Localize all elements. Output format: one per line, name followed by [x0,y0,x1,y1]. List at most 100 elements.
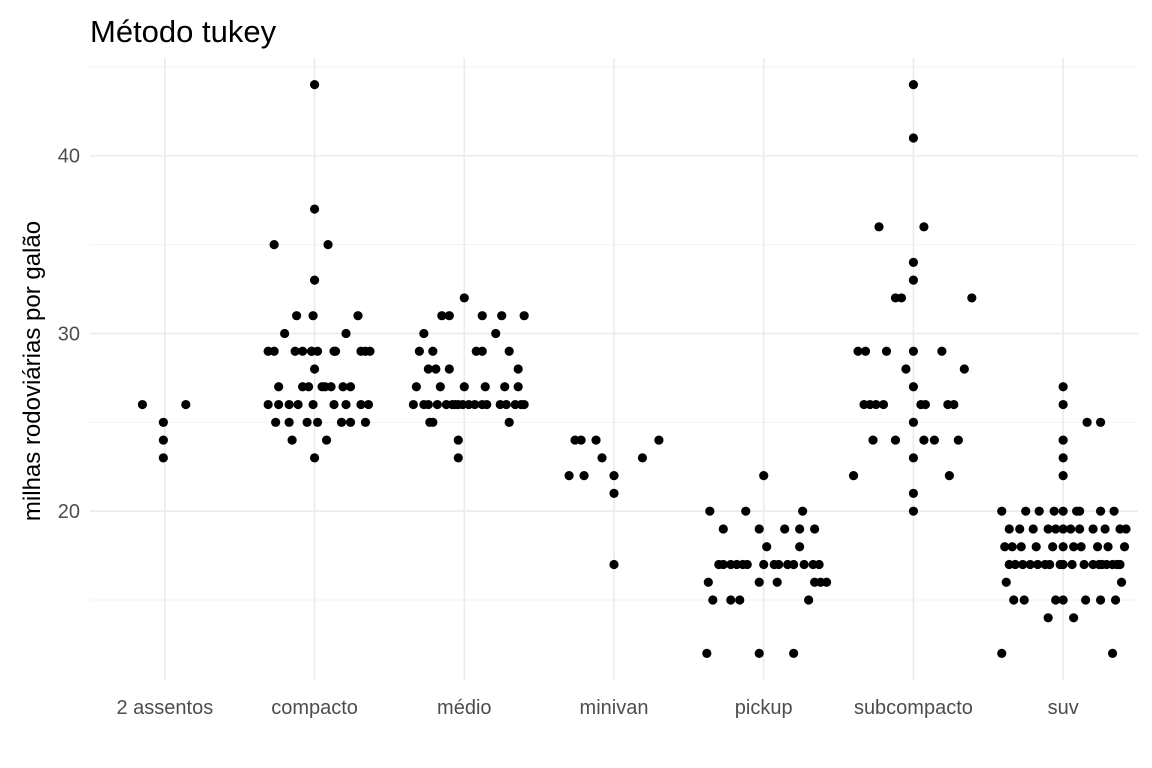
data-point [810,524,820,534]
data-point [735,595,745,605]
data-point [1009,595,1019,605]
x-tick-label: compacto [271,697,358,719]
data-point [579,471,589,481]
data-point [1045,559,1055,570]
data-point [432,399,442,410]
data-point [848,471,859,481]
data-point [703,577,713,587]
data-point [949,399,959,410]
data-point [1075,506,1085,516]
data-point [1051,595,1061,605]
data-point [871,399,881,410]
data-point [920,399,931,410]
data-point [780,524,790,534]
data-point [338,382,348,392]
data-point [953,435,963,445]
data-point [959,364,969,374]
data-point [1028,524,1038,534]
data-point [609,559,619,570]
data-point [1069,613,1079,623]
data-point [158,417,168,427]
data-point [274,399,284,410]
data-point [269,240,279,250]
data-point [967,293,977,303]
data-point [284,399,294,410]
data-point [609,471,619,481]
data-point [908,257,919,267]
data-point [718,559,728,570]
data-point [500,382,510,392]
data-point [637,453,648,463]
data-point [576,435,586,445]
data-point [929,435,939,445]
data-point [459,293,469,303]
data-point [908,80,919,90]
data-point [798,506,808,516]
data-point [1043,524,1053,534]
data-point [908,488,919,498]
data-point [759,471,769,481]
data-point [789,648,799,658]
data-point [414,346,424,356]
data-point [504,346,514,356]
x-tick-label: minivan [580,697,649,719]
data-point [944,471,954,481]
data-point [1058,506,1068,516]
data-point [908,346,919,356]
data-point [1058,559,1068,570]
data-point [1051,524,1061,534]
data-point [1107,648,1118,658]
data-point [428,417,438,427]
y-tick-label: 20 [58,501,80,523]
data-point [293,399,303,410]
data-point [330,346,341,356]
data-point [341,328,351,339]
data-point [356,399,366,410]
data-point [795,542,805,552]
data-point [795,524,805,534]
data-point [297,346,308,356]
y-axis-title: milhas rodoviárias por galão [19,221,46,521]
data-point [762,542,772,552]
chart-title: Método tukey [90,14,277,49]
data-point [1100,524,1110,534]
data-point [1049,506,1059,516]
data-point [513,364,523,374]
data-point [1000,542,1010,552]
data-point [303,382,314,392]
data-point [741,506,751,516]
x-tick-label: médio [437,697,491,719]
data-point [308,399,318,410]
data-point [908,275,919,285]
data-point [1034,506,1044,516]
data-point [868,435,878,445]
data-point [597,453,607,463]
data-point [702,648,712,658]
data-point [754,524,764,534]
data-point [814,559,824,570]
data-point [345,417,356,427]
data-point [1066,524,1076,534]
data-point [1079,559,1089,570]
data-point [1004,524,1014,534]
axis-ticks: 20 30 40 2 assentos compacto médio minivan pick… [58,146,1079,719]
data-point [353,311,363,321]
data-point [269,346,279,356]
data-point [1016,542,1026,552]
data-point [901,364,911,374]
data-point [821,577,832,587]
data-point [431,364,441,374]
data-point [1082,417,1092,427]
data-point [878,399,889,410]
data-point [444,311,454,321]
data-point [1058,524,1068,534]
data-point [1115,559,1125,570]
data-point [754,648,764,658]
data-point [419,328,429,339]
data-point [411,382,421,392]
data-point [742,559,752,570]
data-point [908,453,919,463]
data-point [480,382,490,392]
data-point [321,435,332,445]
